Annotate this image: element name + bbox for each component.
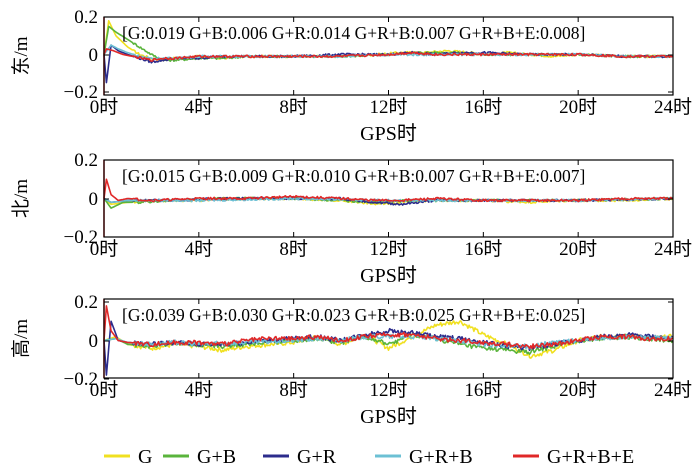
legend-label: G+B — [197, 446, 236, 468]
x-tick-label: 12时 — [369, 96, 407, 118]
x-tick-label: 0时 — [90, 379, 119, 401]
x-tick-label: 20时 — [559, 96, 597, 118]
y-tick-label: 0.2 — [74, 150, 98, 171]
series-line-G+R+B+E — [103, 48, 674, 62]
y-tick-label: −0.2 — [64, 82, 98, 103]
rms-annotation: [G:0.015 G+B:0.009 G+R:0.010 G+R+B:0.007… — [122, 166, 585, 186]
legend-label: G+R+B+E — [547, 446, 634, 468]
y-tick-label: 0.2 — [74, 7, 98, 28]
x-tick-label: 16时 — [464, 96, 502, 118]
legend-label: G — [138, 446, 152, 468]
legend-label: G+R — [297, 446, 337, 468]
x-tick-label: 16时 — [464, 238, 502, 260]
panel-1: 0时 4时 8时 12时 16时 20时 24时 0.2 0 −0.2 [G:0.015 G+B:0… — [10, 150, 692, 287]
x-tick-label: 8时 — [279, 379, 308, 401]
x-tick-label: 8时 — [279, 96, 308, 118]
y-axis-label: 北/m — [10, 179, 32, 218]
x-tick-label: 24时 — [654, 238, 692, 260]
series-line-G+R+B+E — [103, 178, 674, 203]
y-tick-label: 0.2 — [74, 292, 98, 313]
y-tick-label: 0 — [89, 189, 99, 210]
x-axis-label: GPS时 — [360, 122, 417, 145]
x-tick-label: 24时 — [654, 96, 692, 118]
y-axis-label: 东/m — [10, 36, 32, 75]
x-axis-label: GPS时 — [360, 264, 417, 287]
x-axis-label: GPS时 — [360, 405, 417, 428]
series-line-G+R+B+E — [103, 305, 674, 350]
x-tick-label: 12时 — [369, 238, 407, 260]
y-tick-label: −0.2 — [64, 369, 98, 390]
x-tick-label: 0时 — [90, 238, 119, 260]
rms-annotation: [G:0.039 G+B:0.030 G+R:0.023 G+R+B:0.025… — [122, 305, 585, 325]
x-tick-label: 4时 — [185, 238, 214, 260]
x-tick-label: 4时 — [185, 96, 214, 118]
legend: G G+B G+R G+R+B G+R+B+E — [104, 446, 634, 468]
x-tick-label: 24时 — [654, 379, 692, 401]
y-tick-label: 0 — [89, 331, 99, 352]
x-tick-label: 12时 — [369, 379, 407, 401]
x-tick-label: 8时 — [279, 238, 308, 260]
panel-0: 0时 4时 8时 12时 16时 20时 24时 0.2 0 −0.2 [G:0.019 G+B:0… — [10, 7, 692, 145]
y-axis-label: 高/m — [10, 319, 32, 358]
x-tick-label: 16时 — [464, 379, 502, 401]
x-tick-label: 20时 — [559, 379, 597, 401]
panel-2: 0时 4时 8时 12时 16时 20时 24时 0.2 0 −0.2 [G:0.039 G+B:0… — [10, 292, 692, 428]
y-tick-label: −0.2 — [64, 227, 98, 248]
y-tick-label: 0 — [89, 45, 99, 66]
series-line-G+R — [103, 44, 674, 84]
x-tick-label: 0时 — [90, 96, 119, 118]
legend-label: G+R+B — [409, 446, 473, 468]
rms-annotation: [G:0.019 G+B:0.006 G+R:0.014 G+R+B:0.007… — [122, 23, 585, 43]
x-tick-label: 20时 — [559, 238, 597, 260]
x-tick-label: 4时 — [185, 379, 214, 401]
chart-panels: 0时 4时 8时 12时 16时 20时 24时 0.2 0 −0.2 [G:0.019 G+B:0… — [10, 7, 692, 428]
